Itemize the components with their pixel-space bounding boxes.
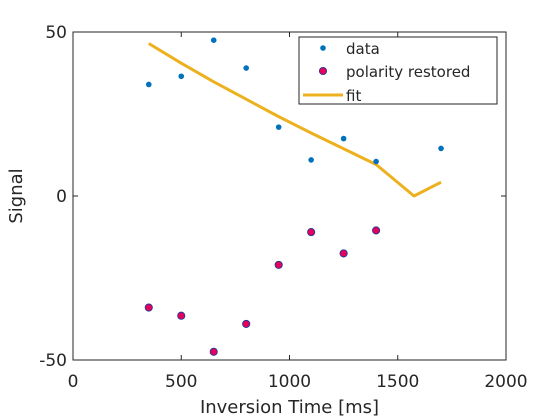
- y-tick-label: 50: [45, 23, 67, 43]
- fit-layer: [147, 42, 442, 198]
- legend-label-fit: fit: [346, 87, 361, 105]
- x-tick-label: 1500: [376, 372, 419, 392]
- polarity-restored-point: [372, 226, 381, 235]
- x-tick-label: 1000: [268, 372, 311, 392]
- polarity-restored-point: [274, 260, 283, 269]
- fit-line: [147, 42, 442, 198]
- x-tick-label: 2000: [484, 372, 527, 392]
- legend-data-marker: [320, 45, 326, 51]
- data-point: [243, 65, 249, 71]
- data-point: [145, 81, 152, 88]
- y-tick-label: -50: [39, 351, 67, 371]
- legend-label-data: data: [346, 40, 380, 58]
- polarity-restored-point: [209, 347, 218, 356]
- legend: data polarity restored fit: [298, 36, 498, 105]
- polarity-restored-point: [307, 228, 316, 237]
- y-tick-label: 0: [56, 187, 67, 207]
- polarity-restored-point: [339, 249, 348, 258]
- data-point: [275, 124, 282, 130]
- x-tick-label: 500: [165, 372, 197, 392]
- x-tick-label: 0: [68, 372, 79, 392]
- legend-label-polarity-restored: polarity restored: [346, 63, 470, 81]
- polarity-restored-point: [177, 311, 186, 320]
- data-point: [210, 37, 217, 43]
- legend-box: [298, 36, 498, 105]
- data-point: [178, 73, 185, 80]
- polarity-restored-point: [144, 303, 153, 312]
- x-axis-label: Inversion Time [ms]: [200, 397, 379, 418]
- legend-polarity-marker: [318, 66, 328, 76]
- marker-layer: [144, 37, 444, 356]
- y-axis-label: Signal: [6, 168, 27, 223]
- data-point: [340, 135, 347, 142]
- data-point: [373, 158, 379, 165]
- data-point: [308, 157, 314, 163]
- axis-ticks: [72, 31, 507, 361]
- polarity-restored-point: [242, 319, 251, 328]
- data-point: [438, 145, 444, 152]
